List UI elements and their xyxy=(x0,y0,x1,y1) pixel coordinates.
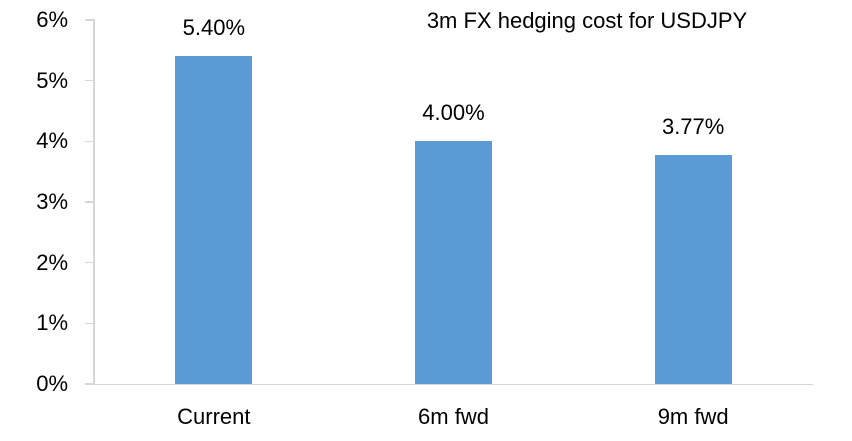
x-axis-line xyxy=(93,383,813,385)
y-axis-tick xyxy=(85,261,94,264)
x-axis-category-label-6m-fwd: 6m fwd xyxy=(418,404,489,429)
y-axis-tick xyxy=(85,140,94,143)
y-axis-tick xyxy=(85,322,94,325)
y-axis-tick xyxy=(85,383,94,385)
y-axis-tick-label: 5% xyxy=(36,67,68,93)
chart-title: 3m FX hedging cost for USDJPY xyxy=(426,8,748,33)
y-axis-tick-label: 3% xyxy=(36,189,68,214)
y-axis-tick xyxy=(85,79,94,82)
bar-value-label-6m-fwd: 4.00% xyxy=(422,100,485,126)
y-axis-tick xyxy=(85,201,94,203)
y-axis-tick-label: 4% xyxy=(36,128,68,154)
y-axis-tick-label: 0% xyxy=(36,371,68,396)
bar-current xyxy=(175,56,253,384)
y-axis-tick-label: 1% xyxy=(36,310,68,336)
x-axis-category-label-9m-fwd: 9m fwd xyxy=(657,404,729,429)
bar-6m-fwd xyxy=(415,141,492,384)
y-axis-tick xyxy=(85,19,94,21)
y-axis-tick-label: 2% xyxy=(36,249,68,275)
bar-value-label-9m-fwd: 3.77% xyxy=(661,114,725,140)
bar-value-label-current: 5.40% xyxy=(182,15,246,41)
x-axis-category-label-current: Current xyxy=(177,404,251,429)
bar-9m-fwd xyxy=(654,155,732,384)
y-axis-tick-label: 6% xyxy=(36,7,68,32)
